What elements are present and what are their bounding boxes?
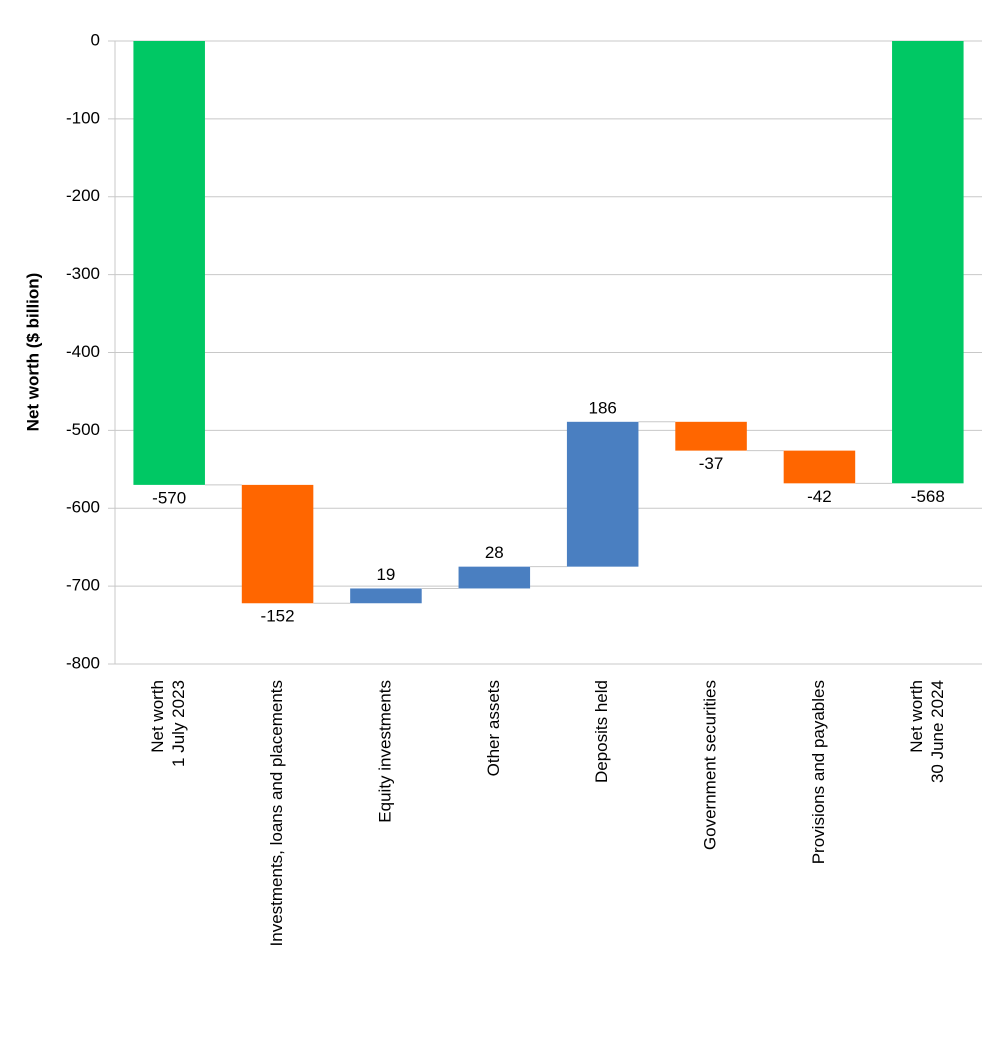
x-tick-label: Net worth [148, 680, 167, 753]
y-tick-label: -800 [66, 653, 100, 672]
y-tick-label: -200 [66, 186, 100, 205]
y-tick-label: 0 [91, 30, 100, 49]
x-tick-label: Equity investments [375, 680, 394, 823]
x-tick-label: 1 July 2023 [169, 680, 188, 767]
bar [241, 484, 314, 604]
y-axis-title: Net worth ($ billion) [23, 273, 42, 432]
value-label: -570 [152, 488, 186, 507]
x-tick-label: Net worth [907, 680, 926, 753]
bar [458, 566, 531, 589]
x-tick-label: 30 June 2024 [928, 680, 947, 783]
y-tick-label: -500 [66, 420, 100, 439]
y-tick-label: -100 [66, 108, 100, 127]
bar [350, 588, 422, 604]
value-label: -568 [911, 487, 945, 506]
x-tick-label: Other assets [484, 680, 503, 776]
y-tick-label: -300 [66, 264, 100, 283]
value-label: -152 [261, 607, 295, 626]
x-tick-label: Investments, loans and placements [267, 680, 286, 946]
bar [133, 41, 205, 485]
x-tick-label: Deposits held [592, 680, 611, 783]
value-label: -37 [699, 454, 724, 473]
value-label: 19 [376, 565, 395, 584]
bar [566, 421, 639, 567]
value-label: 28 [485, 543, 504, 562]
value-label: -42 [807, 487, 832, 506]
y-tick-label: -700 [66, 576, 100, 595]
y-tick-label: -600 [66, 498, 100, 517]
y-tick-label: -400 [66, 342, 100, 361]
bar [675, 421, 747, 451]
x-tick-label: Government securities [701, 680, 720, 850]
x-tick-label: Provisions and payables [809, 680, 828, 864]
bar [783, 450, 856, 484]
value-label: 186 [589, 398, 617, 417]
bar [892, 41, 964, 484]
